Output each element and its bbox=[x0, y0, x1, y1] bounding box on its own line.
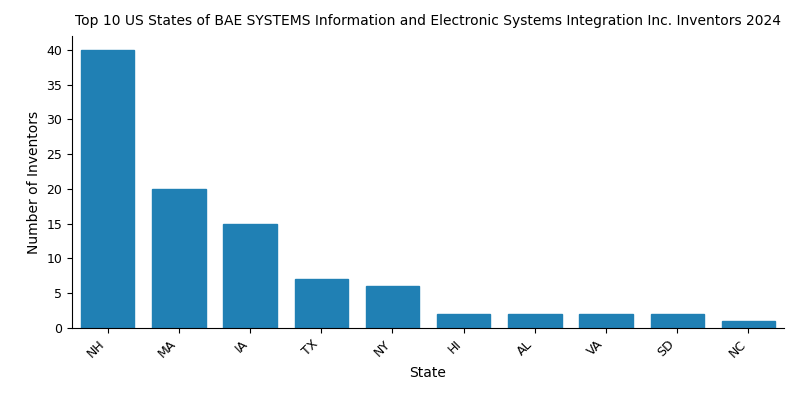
Bar bbox=[294, 279, 348, 328]
X-axis label: State: State bbox=[410, 366, 446, 380]
Bar bbox=[650, 314, 704, 328]
Bar bbox=[223, 224, 277, 328]
Bar bbox=[437, 314, 490, 328]
Bar bbox=[152, 189, 206, 328]
Bar bbox=[722, 321, 775, 328]
Bar bbox=[508, 314, 562, 328]
Title: Top 10 US States of BAE SYSTEMS Information and Electronic Systems Integration I: Top 10 US States of BAE SYSTEMS Informat… bbox=[75, 14, 781, 28]
Bar bbox=[366, 286, 419, 328]
Y-axis label: Number of Inventors: Number of Inventors bbox=[27, 110, 41, 254]
Bar bbox=[579, 314, 633, 328]
Bar bbox=[81, 50, 134, 328]
